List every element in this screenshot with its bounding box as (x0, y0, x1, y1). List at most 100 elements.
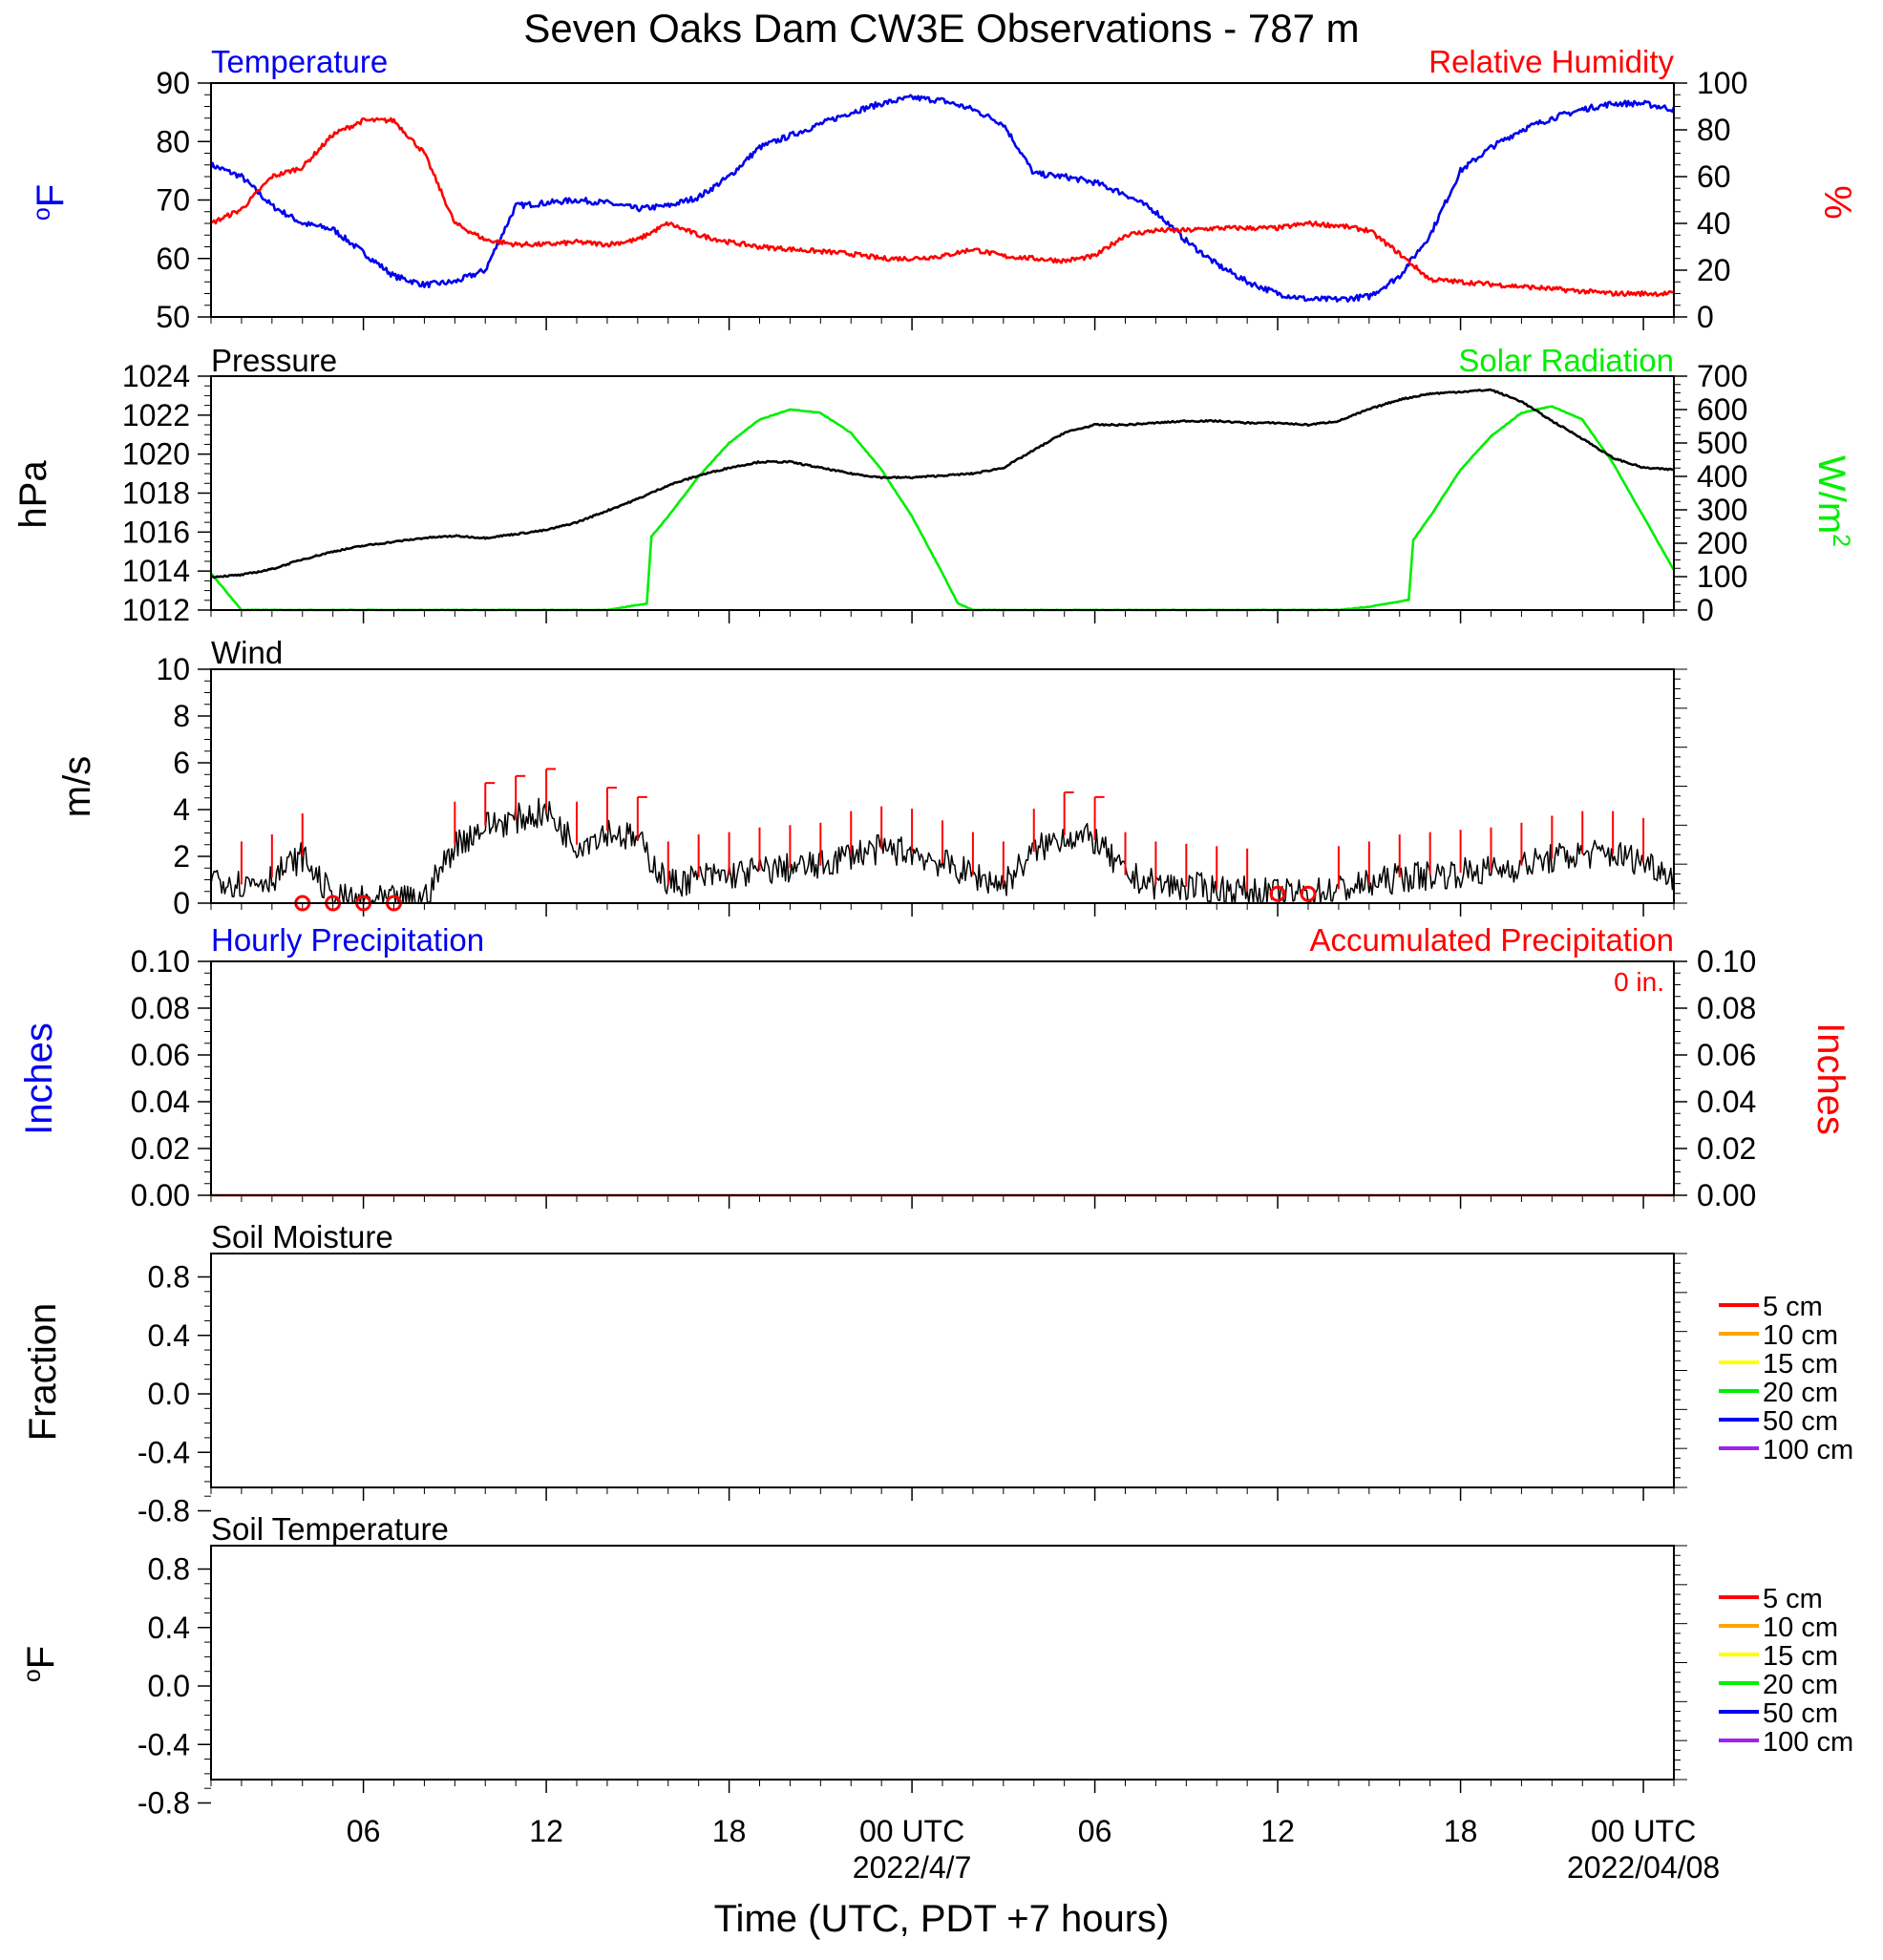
solar-title: Solar Radiation (1458, 343, 1674, 378)
soil-moisture-plot-frame (210, 1253, 1675, 1488)
legend-label: 100 cm (1763, 1435, 1853, 1465)
legend-label: 10 cm (1763, 1612, 1838, 1643)
legend-label: 15 cm (1763, 1641, 1838, 1672)
left-tick-label: 0.06 (131, 1038, 190, 1072)
time-tick-label: 18 (712, 1814, 747, 1848)
temperature-humidity-panel: Temperature Relative Humidity oF % 90 80 7… (29, 44, 1858, 334)
left-tick-label: 4 (173, 792, 190, 827)
left-tick-label: 1016 (122, 515, 190, 549)
soil-temperature-plot-frame (210, 1545, 1675, 1781)
left-tick-label: 0.08 (131, 991, 190, 1025)
temperature-unit-label: oF (29, 184, 72, 221)
left-tick-label: 60 (156, 242, 190, 276)
time-tick-label: 06 (347, 1814, 381, 1848)
legend-label: 20 cm (1763, 1378, 1838, 1408)
time-tick-label: 18 (1444, 1814, 1478, 1848)
left-tick-label: 1020 (122, 437, 190, 472)
legend-label: 10 cm (1763, 1320, 1838, 1351)
pressure-plot-frame (210, 375, 1675, 611)
legend-label: 100 cm (1763, 1727, 1853, 1758)
left-tick-label: 0.4 (148, 1318, 190, 1353)
soil-temperature-panel: Soil Temperature oF 0.8 0.4 0.0 -0.4 -0.8 5 … (19, 1511, 1853, 1821)
left-tick-label: 1012 (122, 593, 190, 627)
legend-label: 5 cm (1763, 1292, 1823, 1322)
accum-precip-total: 0 in. (1614, 967, 1664, 997)
left-tick-label: -0.8 (138, 1494, 190, 1528)
right-tick-label: 60 (1697, 159, 1731, 194)
date-label: 2022/04/08 (1567, 1850, 1720, 1885)
left-tick-label: 90 (156, 66, 190, 100)
pressure-line (210, 388, 1675, 580)
left-tick-label: 0.0 (148, 1669, 190, 1703)
right-tick-label: 40 (1697, 206, 1731, 241)
right-tick-label: 0 (1697, 300, 1714, 334)
accum-precip-unit-label: Inches (1809, 1022, 1851, 1135)
soil-moisture-unit-label: Fraction (22, 1303, 64, 1442)
right-tick-label: 20 (1697, 253, 1731, 287)
right-tick-label: 0.04 (1697, 1085, 1756, 1119)
time-axis-label: Time (UTC, PDT +7 hours) (714, 1898, 1170, 1940)
right-tick-label: 80 (1697, 113, 1731, 147)
wind-panel: Wind m/s 10 8 6 4 2 0 (56, 635, 1687, 920)
legend-label: 50 cm (1763, 1698, 1838, 1729)
right-tick-label: 600 (1697, 392, 1747, 427)
temperature-title: Temperature (211, 44, 388, 79)
left-tick-label: 70 (156, 183, 190, 218)
soil-temperature-unit-label: oF (19, 1646, 62, 1682)
right-tick-label: 200 (1697, 526, 1747, 560)
pressure-unit-label: hPa (12, 460, 54, 529)
left-tick-label: 6 (173, 746, 190, 780)
left-tick-label: 0.10 (131, 944, 190, 979)
left-tick-label: 8 (173, 699, 190, 733)
left-tick-label: 50 (156, 300, 190, 334)
unit-letter: F (20, 1646, 62, 1669)
time-tick-label: 12 (1260, 1814, 1295, 1848)
left-tick-label: 0.0 (148, 1377, 190, 1411)
left-tick-label: 0 (173, 886, 190, 920)
right-tick-label: 500 (1697, 426, 1747, 460)
right-tick-label: 0.02 (1697, 1131, 1756, 1166)
left-tick-label: 1018 (122, 476, 190, 511)
right-tick-label: 0.08 (1697, 991, 1756, 1025)
time-tick-label: 06 (1078, 1814, 1112, 1848)
wind-unit-label: m/s (56, 756, 98, 817)
degree-mark: o (19, 1669, 46, 1682)
superscript-two: 2 (1828, 534, 1854, 547)
right-tick-label: 0.10 (1697, 944, 1756, 979)
solar-radiation-line (210, 405, 1676, 612)
accum-precip-title: Accumulated Precipitation (1309, 922, 1674, 958)
humidity-line (210, 116, 1675, 298)
time-tick-label: 12 (529, 1814, 563, 1848)
left-tick-label: 0.8 (148, 1260, 190, 1295)
left-tick-label: 1022 (122, 398, 190, 432)
left-tick-label: 1014 (122, 554, 190, 588)
date-label: 2022/4/7 (853, 1850, 972, 1885)
left-tick-label: 80 (156, 124, 190, 158)
temperature-plot-frame (210, 82, 1675, 318)
left-tick-label: -0.8 (138, 1786, 190, 1821)
left-tick-label: 0.4 (148, 1611, 190, 1645)
legend-label: 20 cm (1763, 1670, 1838, 1700)
legend-label: 5 cm (1763, 1584, 1823, 1614)
left-tick-label: 0.8 (148, 1552, 190, 1587)
legend-label: 50 cm (1763, 1406, 1838, 1437)
left-tick-label: -0.4 (138, 1435, 190, 1469)
soil-moisture-panel: Soil Moisture Fraction 0.8 0.4 0.0 -0.4 -0.8… (22, 1219, 1853, 1528)
solar-unit-label: W/m2 (1810, 455, 1854, 547)
time-tick-label: 00 UTC (859, 1814, 964, 1848)
pressure-solar-panel: Pressure Solar Radiation hPa W/m2 1024 10… (12, 343, 1854, 627)
left-tick-label: 2 (173, 839, 190, 874)
calm-wind-marker (1300, 885, 1317, 902)
right-tick-label: 0 (1697, 593, 1714, 627)
right-tick-label: 100 (1697, 559, 1747, 594)
soil-moisture-title: Soil Moisture (211, 1219, 393, 1254)
time-tick-label: 00 UTC (1591, 1814, 1696, 1848)
right-tick-label: 400 (1697, 459, 1747, 494)
precip-plot-frame (210, 960, 1675, 1196)
right-tick-label: 0.00 (1697, 1178, 1756, 1212)
left-tick-label: 1024 (122, 359, 190, 393)
humidity-unit-label: % (1816, 185, 1858, 220)
left-tick-label: -0.4 (138, 1727, 190, 1761)
left-tick-label: 0.00 (131, 1178, 190, 1212)
